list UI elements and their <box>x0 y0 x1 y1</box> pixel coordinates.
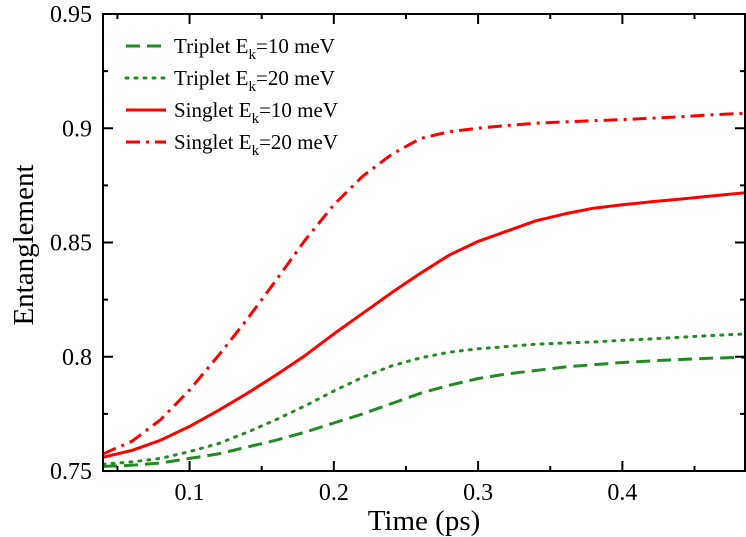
legend-label-1: Triplet Ek=10 meV <box>174 34 335 63</box>
y-tick-label: 0.95 <box>50 2 92 28</box>
x-tick-label: 0.2 <box>319 480 349 506</box>
series-layer <box>103 111 745 468</box>
x-axis-label: Time (ps) <box>368 505 481 537</box>
legend: Triplet Ek=10 meV Triplet Ek=20 meV Single… <box>124 34 338 159</box>
y-axis-label: Entanglement <box>8 164 40 325</box>
y-ticks: 0.75 0.8 0.85 0.9 0.95 <box>50 2 745 485</box>
series-line-2 <box>103 332 745 466</box>
y-tick-label: 0.85 <box>50 231 92 257</box>
x-tick-label: 0.1 <box>175 480 205 506</box>
y-tick-label: 0.75 <box>50 459 92 485</box>
series-line-4 <box>103 111 745 456</box>
legend-label-3: Singlet Ek=10 meV <box>174 98 338 127</box>
x-tick-label: 0.4 <box>607 480 637 506</box>
x-tick-label: 0.3 <box>463 480 493 506</box>
legend-label-2: Triplet Ek=20 meV <box>174 66 335 95</box>
y-tick-label: 0.9 <box>62 116 92 142</box>
legend-label-4: Singlet Ek=20 meV <box>174 130 338 159</box>
series-line-3 <box>103 191 745 459</box>
y-tick-label: 0.8 <box>62 345 92 371</box>
x-ticks: 0.1 0.2 0.3 0.4 <box>116 14 696 506</box>
series-line-1 <box>103 355 745 468</box>
